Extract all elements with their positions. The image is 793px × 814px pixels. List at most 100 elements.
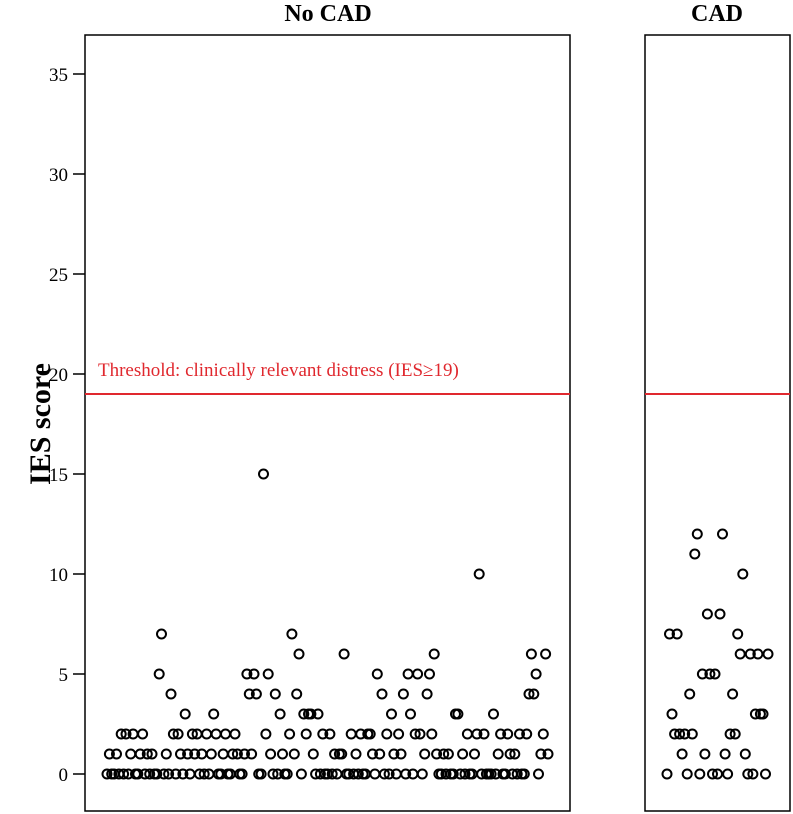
- data-point: [459, 768, 471, 780]
- data-point: [400, 768, 412, 780]
- data-point: [388, 748, 400, 760]
- data-point: [669, 728, 681, 740]
- data-point: [177, 768, 189, 780]
- data-point: [103, 748, 115, 760]
- data-point: [502, 728, 514, 740]
- data-point: [511, 768, 523, 780]
- data-point: [431, 748, 443, 760]
- panel-title-no-cad: No CAD: [284, 1, 371, 27]
- data-point: [452, 708, 464, 720]
- data-point: [269, 688, 281, 700]
- panel-title-cad: CAD: [691, 1, 743, 27]
- data-point: [179, 708, 191, 720]
- data-point: [691, 528, 703, 540]
- data-point: [674, 728, 686, 740]
- data-point: [227, 748, 239, 760]
- data-point: [274, 708, 286, 720]
- data-point: [314, 768, 326, 780]
- data-point: [518, 768, 530, 780]
- data-point: [288, 748, 300, 760]
- data-point: [239, 748, 250, 760]
- data-point: [111, 748, 122, 760]
- data-point: [182, 748, 194, 760]
- data-point: [338, 648, 350, 660]
- data-point: [151, 768, 163, 780]
- data-point: [492, 748, 504, 760]
- data-point: [267, 768, 279, 780]
- data-point: [307, 748, 319, 760]
- data-point: [681, 768, 693, 780]
- data-point: [281, 768, 293, 780]
- data-point: [298, 708, 310, 720]
- data-point: [277, 748, 288, 760]
- data-point: [284, 728, 296, 740]
- data-point: [170, 768, 182, 780]
- data-point: [258, 468, 269, 480]
- data-point: [709, 668, 721, 680]
- data-point: [371, 668, 383, 680]
- data-point: [144, 768, 156, 780]
- data-point: [737, 568, 749, 580]
- data-point: [712, 768, 723, 780]
- data-point: [118, 768, 130, 780]
- data-point: [461, 728, 473, 740]
- data-point: [488, 708, 499, 720]
- data-point: [137, 728, 149, 740]
- data-point: [336, 748, 348, 760]
- data-point: [533, 768, 544, 780]
- data-point: [186, 728, 198, 740]
- data-point: [172, 728, 184, 740]
- data-point: [132, 768, 144, 780]
- chart-panels: No CAD Threshold: clinically relevant dis…: [84, 1, 791, 812]
- data-point: [293, 648, 305, 660]
- data-point: [305, 708, 317, 720]
- y-tick-label: 10: [49, 565, 68, 586]
- data-point: [229, 728, 241, 740]
- data-point: [514, 728, 525, 740]
- data-point: [530, 668, 542, 680]
- data-point: [485, 768, 497, 780]
- data-point: [198, 768, 210, 780]
- data-point: [317, 728, 329, 740]
- data-point: [163, 768, 175, 780]
- data-point: [762, 648, 774, 660]
- data-point: [141, 748, 153, 760]
- data-point: [248, 668, 260, 680]
- data-point: [694, 768, 706, 780]
- y-tick-label: 35: [49, 65, 68, 86]
- data-point: [156, 628, 167, 640]
- data-point: [471, 728, 483, 740]
- data-point: [661, 768, 673, 780]
- data-point: [739, 748, 751, 760]
- data-point: [134, 748, 146, 760]
- data-point: [752, 648, 764, 660]
- data-point: [684, 688, 696, 700]
- data-point: [438, 748, 450, 760]
- data-point: [205, 748, 217, 760]
- data-point: [469, 748, 480, 760]
- data-point: [405, 708, 416, 720]
- data-point: [426, 728, 438, 740]
- data-point: [295, 768, 307, 780]
- data-point: [744, 648, 756, 660]
- data-point: [262, 668, 274, 680]
- data-point: [409, 728, 421, 740]
- data-point: [250, 688, 262, 700]
- data-point: [528, 688, 540, 700]
- data-point: [701, 608, 713, 620]
- data-point: [717, 528, 728, 540]
- y-tick-label: 15: [49, 465, 68, 486]
- data-point: [757, 708, 769, 720]
- data-point: [742, 768, 754, 780]
- data-point: [734, 648, 746, 660]
- data-point: [412, 668, 424, 680]
- data-point: [666, 708, 678, 720]
- data-point: [381, 728, 393, 740]
- data-point: [714, 608, 726, 620]
- data-point: [167, 728, 179, 740]
- data-point: [747, 768, 759, 780]
- data-point: [255, 768, 267, 780]
- data-point: [699, 748, 711, 760]
- data-point: [457, 748, 469, 760]
